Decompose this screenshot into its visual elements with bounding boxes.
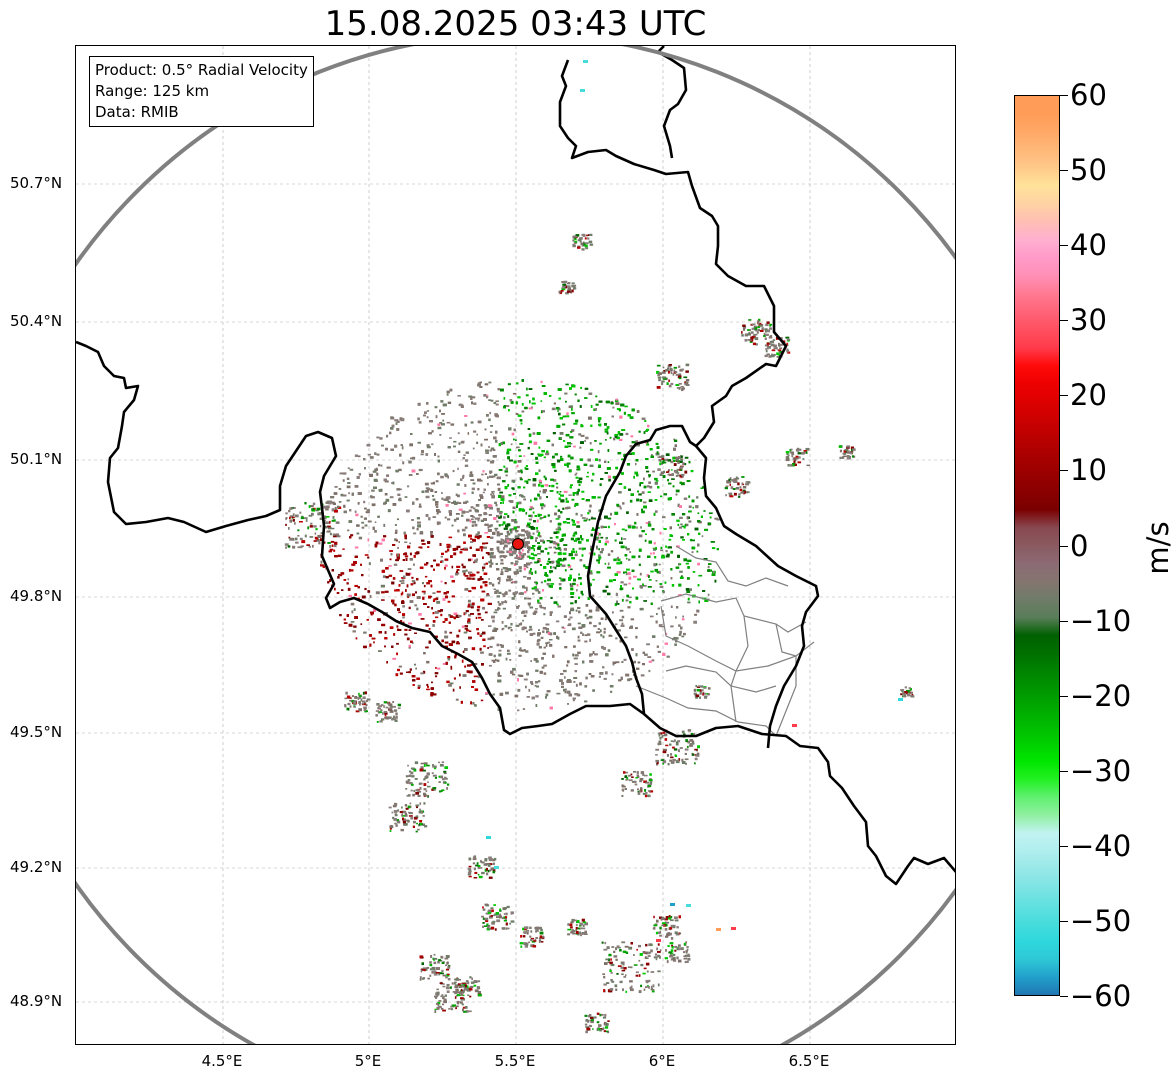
region-boundaries (635, 545, 815, 737)
data-source-label: Data: RMIB (95, 103, 179, 121)
lat-tick-label: 50.7°N (10, 174, 63, 192)
colorbar-tick (1060, 320, 1068, 321)
country-borders (76, 46, 955, 886)
colorbar-tick (1060, 245, 1068, 246)
colorbar-tick-label: −60 (1070, 979, 1132, 1013)
colorbar-tick (1060, 621, 1068, 622)
colorbar-tick-label: −50 (1070, 904, 1132, 938)
colorbar-tick-label: −20 (1070, 679, 1132, 713)
lat-tick-label: 49.2°N (10, 858, 63, 876)
colorbar-tick (1060, 470, 1068, 471)
lat-tick-label: 49.5°N (10, 723, 63, 741)
colorbar-tick-label: 30 (1070, 303, 1107, 337)
lon-tick-label: 6.5°E (788, 1052, 830, 1070)
colorbar-tick (1060, 771, 1068, 772)
velocity-echoes (284, 60, 915, 1034)
colorbar-unit-label: m/s (1141, 521, 1171, 575)
lat-tick-label: 49.8°N (10, 587, 63, 605)
map-canvas[interactable] (76, 46, 956, 1045)
colorbar-tick-label: 50 (1070, 153, 1107, 187)
lat-tick-label: 50.1°N (10, 450, 63, 468)
chart-title: 15.08.2025 03:43 UTC (324, 4, 707, 44)
colorbar-tick (1060, 546, 1068, 547)
colorbar-tick-label: −30 (1070, 754, 1132, 788)
colorbar-tick-label: 0 (1070, 529, 1089, 563)
lat-tick-label: 50.4°N (10, 312, 63, 330)
colorbar-tick (1060, 170, 1068, 171)
lat-tick-label: 48.9°N (10, 992, 63, 1010)
colorbar-tick-label: 10 (1070, 453, 1107, 487)
radar-site-marker (512, 538, 524, 550)
lon-tick-label: 5.5°E (494, 1052, 536, 1070)
velocity-colorbar (1014, 95, 1060, 996)
colorbar-tick (1060, 921, 1068, 922)
lon-tick-label: 6°E (648, 1052, 676, 1070)
lon-tick-label: 4.5°E (201, 1052, 243, 1070)
range-label: Range: 125 km (95, 82, 210, 100)
colorbar-tick (1060, 696, 1068, 697)
product-info-box: Product: 0.5° Radial Velocity Range: 125… (89, 56, 314, 127)
colorbar-tick (1060, 996, 1068, 997)
colorbar-tick-label: −10 (1070, 604, 1132, 638)
colorbar-tick (1060, 95, 1068, 96)
colorbar-tick-label: 40 (1070, 228, 1107, 262)
colorbar-tick (1060, 395, 1068, 396)
colorbar-tick (1060, 846, 1068, 847)
colorbar-tick-label: 20 (1070, 378, 1107, 412)
lon-tick-label: 5°E (354, 1052, 382, 1070)
colorbar-tick-label: −40 (1070, 829, 1132, 863)
radar-map[interactable] (75, 45, 956, 1045)
colorbar-tick-label: 60 (1070, 78, 1107, 112)
product-label: Product: 0.5° Radial Velocity (95, 61, 308, 79)
